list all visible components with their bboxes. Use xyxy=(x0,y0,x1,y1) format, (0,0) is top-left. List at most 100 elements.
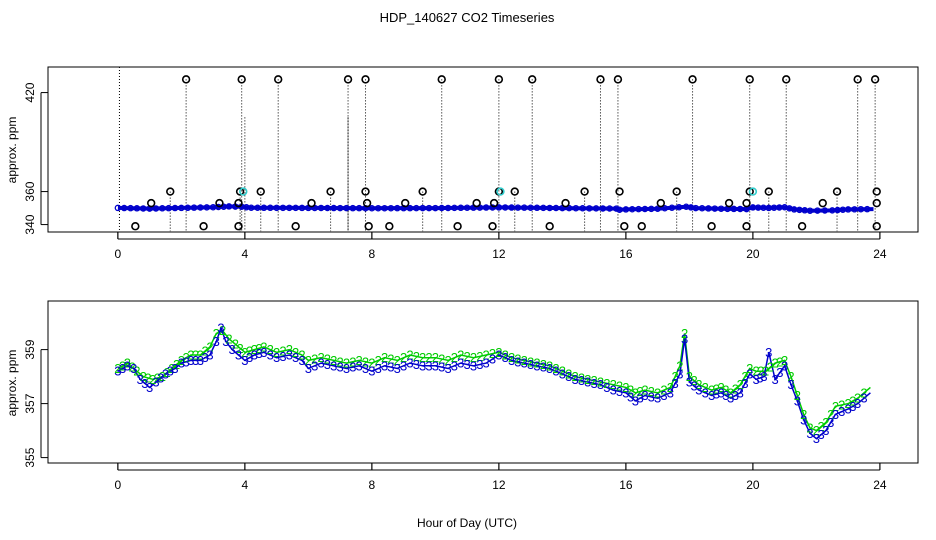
series-marker-2: 2 xyxy=(163,365,170,380)
baseline-point xyxy=(197,204,204,211)
series-marker-3: 3 xyxy=(286,348,293,363)
series-marker-3: 3 xyxy=(737,385,744,400)
x-tick-label: 0 xyxy=(115,247,122,261)
series-marker-3: 3 xyxy=(660,388,667,403)
baseline-point xyxy=(527,204,534,211)
baseline-point xyxy=(635,205,642,213)
series-marker-2: 2 xyxy=(627,383,634,398)
series-marker-3: 3 xyxy=(256,346,263,361)
series-marker-3: 3 xyxy=(860,391,867,406)
series-marker-3: 3 xyxy=(470,358,477,373)
series-marker-3: 3 xyxy=(368,364,375,379)
baseline-point xyxy=(501,204,509,211)
series-marker-2: 2 xyxy=(336,354,343,369)
series-marker-3: 3 xyxy=(292,350,299,365)
y-tick-label: 360 xyxy=(23,181,37,201)
series-marker-3: 3 xyxy=(818,427,825,442)
baseline-point xyxy=(254,204,261,212)
baseline-point xyxy=(349,204,357,212)
series-marker-3: 3 xyxy=(251,348,258,363)
series-marker-2: 2 xyxy=(311,352,318,367)
baseline-point xyxy=(717,205,725,212)
series-marker-3: 3 xyxy=(298,353,305,368)
mid-spike-point xyxy=(615,187,624,196)
bottom-point xyxy=(234,222,243,231)
baseline-point xyxy=(586,205,593,212)
series-marker-3: 3 xyxy=(622,385,629,400)
y-tick-label: 420 xyxy=(23,82,37,102)
baseline-point xyxy=(419,204,426,212)
series-marker-2: 2 xyxy=(794,388,801,403)
bottom-point xyxy=(453,222,462,231)
series-marker-2: 2 xyxy=(387,352,394,367)
bottom-y-axis: 355 357 359 xyxy=(23,339,48,468)
series-marker-3: 3 xyxy=(202,350,209,365)
series-marker-2: 2 xyxy=(771,356,778,371)
series-marker-2: 2 xyxy=(197,348,204,363)
baseline-point xyxy=(628,206,636,213)
series-marker-3: 3 xyxy=(279,349,286,364)
baseline-point xyxy=(705,205,712,212)
baseline-point xyxy=(533,204,541,212)
mid-spike-point xyxy=(872,187,881,196)
series-marker-3: 3 xyxy=(616,384,623,399)
series-marker-3: 3 xyxy=(691,379,698,394)
bottom-point xyxy=(131,222,140,231)
baseline-point xyxy=(851,206,858,213)
series-marker-2: 2 xyxy=(597,375,604,390)
baseline-point xyxy=(546,204,553,212)
series-marker-3: 3 xyxy=(637,391,644,406)
series-marker-3: 3 xyxy=(681,331,688,346)
series-marker-3: 3 xyxy=(260,345,267,360)
mid-spike-point xyxy=(510,187,519,196)
high-spike-point xyxy=(494,75,504,84)
series-marker-2: 2 xyxy=(187,348,194,363)
series-marker-3: 3 xyxy=(741,376,748,391)
baseline-point xyxy=(711,205,719,212)
baseline-point xyxy=(387,204,395,212)
series-marker-3: 3 xyxy=(708,388,715,403)
series-marker-3: 3 xyxy=(432,358,439,373)
high-spike-point xyxy=(782,75,791,84)
series-marker-3: 3 xyxy=(375,361,382,376)
baseline-point xyxy=(178,204,185,212)
baseline-point xyxy=(133,205,141,212)
series-marker-2: 2 xyxy=(827,407,834,422)
series-marker-2: 2 xyxy=(838,397,845,412)
series-marker-3: 3 xyxy=(400,358,407,373)
series-marker-3: 3 xyxy=(686,375,693,390)
bottom-point xyxy=(620,222,629,231)
series-marker-2: 2 xyxy=(854,391,861,406)
series-marker-3: 3 xyxy=(746,366,753,381)
x-axis-title: Hour of Day (UTC) xyxy=(417,516,517,530)
series-marker-3: 3 xyxy=(713,387,720,402)
series-marker-2: 2 xyxy=(591,373,598,388)
series-marker-2: 2 xyxy=(206,339,213,354)
series-marker-3: 3 xyxy=(508,353,515,368)
baseline-point xyxy=(438,204,445,212)
x-tick-label: 12 xyxy=(492,247,506,261)
series-marker-3: 3 xyxy=(632,393,639,408)
low-point xyxy=(472,198,481,208)
baseline-point xyxy=(273,204,280,212)
series-marker-3: 3 xyxy=(141,376,148,391)
series-marker-3: 3 xyxy=(119,361,126,376)
baseline-point xyxy=(457,204,465,212)
series-marker-2: 2 xyxy=(818,419,825,434)
baseline-point xyxy=(863,205,871,213)
baseline-point xyxy=(540,204,547,212)
series-marker-3: 3 xyxy=(533,358,540,373)
baseline-point xyxy=(698,204,706,212)
baseline-point xyxy=(203,204,211,211)
x-tick-label: 20 xyxy=(746,478,760,492)
series-marker-2: 2 xyxy=(571,369,578,384)
series-marker-3: 3 xyxy=(854,396,861,411)
baseline-point xyxy=(317,204,325,212)
series-line-3 xyxy=(117,325,871,440)
baseline-point xyxy=(286,204,293,212)
series-marker-3: 3 xyxy=(603,380,610,395)
baseline-point xyxy=(298,204,306,212)
baseline-point xyxy=(814,207,821,214)
series-marker-3: 3 xyxy=(229,342,236,357)
